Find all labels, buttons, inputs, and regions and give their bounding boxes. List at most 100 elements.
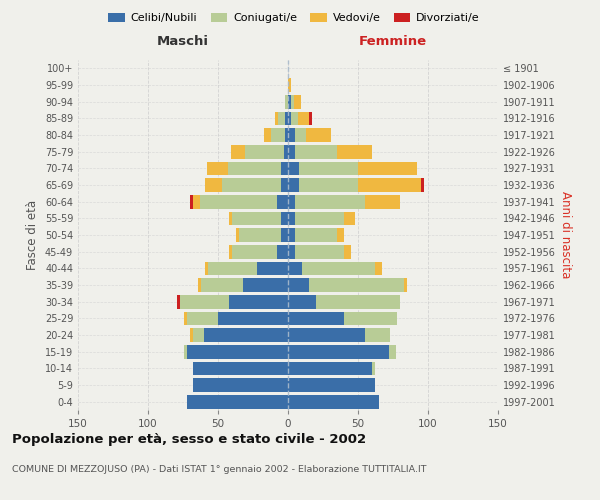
- Bar: [229, 245, 232, 258]
- Bar: [337, 228, 344, 242]
- Bar: [288, 362, 372, 375]
- Bar: [277, 245, 288, 258]
- Bar: [281, 228, 288, 242]
- Bar: [229, 295, 288, 308]
- Bar: [275, 112, 278, 125]
- Bar: [187, 345, 288, 358]
- Bar: [288, 262, 302, 275]
- Bar: [229, 212, 232, 225]
- Bar: [309, 278, 404, 292]
- Bar: [299, 178, 358, 192]
- Bar: [288, 212, 295, 225]
- Bar: [344, 312, 397, 325]
- Bar: [257, 262, 288, 275]
- Bar: [184, 345, 187, 358]
- Bar: [193, 362, 288, 375]
- Bar: [199, 278, 201, 292]
- Bar: [288, 245, 295, 258]
- Bar: [236, 228, 239, 242]
- Bar: [288, 278, 309, 292]
- Bar: [208, 262, 257, 275]
- Bar: [295, 245, 344, 258]
- Bar: [193, 378, 288, 392]
- Bar: [316, 295, 400, 308]
- Bar: [288, 395, 379, 408]
- Bar: [228, 162, 281, 175]
- Bar: [288, 128, 295, 142]
- Bar: [302, 262, 375, 275]
- Bar: [193, 328, 204, 342]
- Text: COMUNE DI MEZZOJUSO (PA) - Dati ISTAT 1° gennaio 2002 - Elaborazione TUTTITALIA.: COMUNE DI MEZZOJUSO (PA) - Dati ISTAT 1°…: [12, 466, 427, 474]
- Bar: [288, 378, 375, 392]
- Bar: [218, 312, 288, 325]
- Bar: [344, 212, 355, 225]
- Bar: [295, 195, 365, 208]
- Bar: [389, 345, 396, 358]
- Bar: [288, 345, 389, 358]
- Bar: [295, 145, 337, 158]
- Text: Femmine: Femmine: [359, 36, 427, 49]
- Bar: [278, 112, 285, 125]
- Bar: [344, 245, 351, 258]
- Bar: [288, 312, 344, 325]
- Bar: [288, 145, 295, 158]
- Bar: [309, 112, 312, 125]
- Bar: [285, 95, 288, 108]
- Bar: [190, 195, 193, 208]
- Text: Maschi: Maschi: [157, 36, 209, 49]
- Bar: [285, 112, 288, 125]
- Y-axis label: Anni di nascita: Anni di nascita: [559, 192, 572, 278]
- Bar: [293, 95, 301, 108]
- Bar: [285, 128, 288, 142]
- Bar: [271, 128, 285, 142]
- Bar: [365, 195, 400, 208]
- Bar: [190, 328, 193, 342]
- Bar: [281, 162, 288, 175]
- Bar: [299, 162, 358, 175]
- Bar: [288, 228, 295, 242]
- Bar: [245, 145, 284, 158]
- Bar: [288, 195, 295, 208]
- Bar: [187, 312, 218, 325]
- Bar: [205, 262, 208, 275]
- Bar: [365, 328, 390, 342]
- Bar: [232, 245, 277, 258]
- Bar: [184, 312, 187, 325]
- Bar: [239, 228, 281, 242]
- Bar: [193, 195, 200, 208]
- Bar: [264, 128, 271, 142]
- Bar: [288, 328, 365, 342]
- Bar: [295, 228, 337, 242]
- Bar: [243, 278, 288, 292]
- Bar: [288, 95, 291, 108]
- Text: Popolazione per età, sesso e stato civile - 2002: Popolazione per età, sesso e stato civil…: [12, 432, 366, 446]
- Bar: [281, 212, 288, 225]
- Bar: [281, 178, 288, 192]
- Bar: [421, 178, 424, 192]
- Bar: [288, 78, 291, 92]
- Bar: [232, 212, 281, 225]
- Bar: [180, 295, 229, 308]
- Y-axis label: Fasce di età: Fasce di età: [26, 200, 39, 270]
- Bar: [187, 395, 288, 408]
- Bar: [230, 145, 245, 158]
- Bar: [207, 162, 228, 175]
- Bar: [291, 95, 293, 108]
- Bar: [295, 128, 306, 142]
- Bar: [358, 162, 417, 175]
- Bar: [337, 145, 372, 158]
- Bar: [205, 178, 222, 192]
- Bar: [288, 112, 291, 125]
- Bar: [288, 178, 299, 192]
- Legend: Celibi/Nubili, Coniugati/e, Vedovi/e, Divorziati/e: Celibi/Nubili, Coniugati/e, Vedovi/e, Di…: [104, 8, 484, 28]
- Bar: [277, 195, 288, 208]
- Bar: [288, 162, 299, 175]
- Bar: [298, 112, 309, 125]
- Bar: [284, 145, 288, 158]
- Bar: [375, 262, 382, 275]
- Bar: [201, 278, 243, 292]
- Bar: [200, 195, 277, 208]
- Bar: [291, 112, 298, 125]
- Bar: [404, 278, 407, 292]
- Bar: [222, 178, 281, 192]
